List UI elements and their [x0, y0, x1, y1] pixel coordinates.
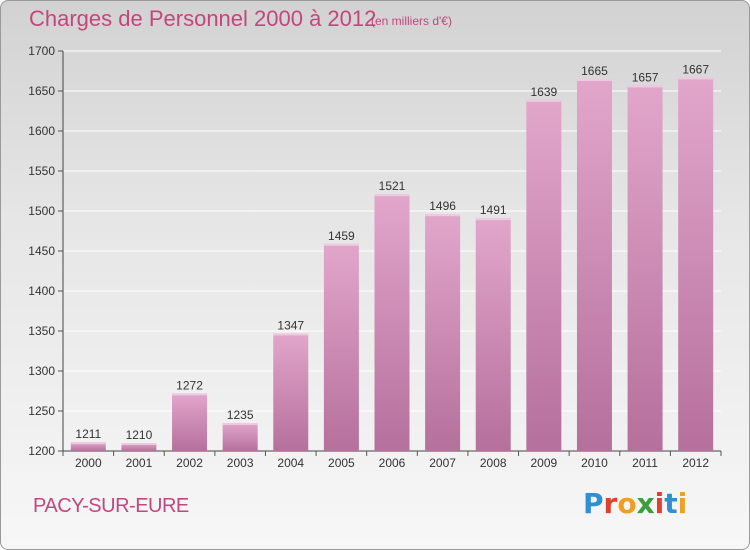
x-tick-label: 2004: [277, 456, 304, 470]
bar-highlight: [323, 243, 359, 246]
y-tick-label: 1500: [28, 204, 55, 218]
x-tick-label: 2010: [581, 456, 608, 470]
label-layer: 1211 1210 1272 1235 1347 1459 1521 1496 1491 1639…: [75, 62, 709, 442]
data-label: 1491: [480, 203, 507, 217]
bar: [576, 79, 612, 451]
bar: [627, 85, 663, 452]
data-label: 1657: [632, 70, 659, 84]
bar-highlight: [172, 393, 208, 396]
y-tick-label: 1300: [28, 364, 55, 378]
bar-highlight: [678, 77, 714, 80]
bar-highlight: [526, 99, 562, 102]
bar: [475, 218, 511, 451]
bar-highlight: [70, 442, 106, 445]
x-tick-label: 2011: [632, 456, 658, 470]
y-tick-label: 1450: [28, 244, 55, 258]
bar: [678, 77, 714, 452]
data-label: 1667: [682, 62, 709, 76]
bar-highlight: [121, 443, 157, 445]
data-label: 1210: [126, 428, 153, 442]
bar: [323, 243, 359, 451]
x-tick-label: 2000: [75, 456, 102, 470]
y-tick-label: 1200: [28, 444, 55, 458]
data-label: 1211: [75, 427, 101, 441]
y-tick-label: 1350: [28, 324, 55, 338]
data-label: 1665: [581, 64, 608, 78]
y-tick-label: 1550: [28, 164, 55, 178]
data-label: 1272: [176, 378, 203, 392]
y-tick-label: 1600: [28, 124, 55, 138]
chart-title: Charges de Personnel 2000 à 2012: [29, 6, 377, 31]
bar: [172, 393, 208, 451]
y-tick-label: 1650: [28, 84, 55, 98]
town-name: PACY-SUR-EURE: [33, 495, 189, 517]
bar-highlight: [374, 194, 410, 197]
bar-highlight: [475, 218, 511, 221]
y-tick-label: 1400: [28, 284, 55, 298]
x-tick-label: 2005: [328, 456, 355, 470]
bar: [70, 442, 106, 451]
x-tick-label: 2006: [379, 456, 406, 470]
bar-highlight: [576, 79, 612, 81]
bar-highlight: [273, 333, 309, 336]
y-tick-label: 1700: [28, 44, 55, 58]
data-label: 1235: [227, 408, 254, 422]
data-label: 1639: [530, 85, 557, 99]
x-tick-label: 2007: [429, 456, 456, 470]
bar-highlight: [222, 423, 258, 425]
x-tick-label: 2002: [176, 456, 203, 470]
x-tick-label: 2003: [227, 456, 254, 470]
x-tick-label: 2012: [682, 456, 709, 470]
chart-subtitle: (en milliers d'€): [371, 14, 452, 28]
bar: [273, 333, 309, 451]
x-tick-label: 2009: [530, 456, 557, 470]
x-tick-label: 2008: [480, 456, 507, 470]
bar: [121, 443, 157, 451]
bar-layer: [70, 77, 714, 452]
data-label: 1459: [328, 229, 355, 243]
data-label: 1347: [277, 318, 304, 332]
bar-highlight: [425, 214, 461, 217]
bar: [425, 214, 461, 451]
y-tick-label: 1250: [28, 404, 55, 418]
bar: [222, 423, 258, 451]
bar: [526, 99, 562, 452]
bar: [374, 194, 410, 451]
proxiti-logo[interactable]: Proxiti: [583, 487, 688, 520]
data-label: 1521: [379, 179, 406, 193]
x-tick-label: 2001: [126, 456, 153, 470]
data-label: 1496: [429, 199, 456, 213]
bar-highlight: [627, 85, 663, 88]
